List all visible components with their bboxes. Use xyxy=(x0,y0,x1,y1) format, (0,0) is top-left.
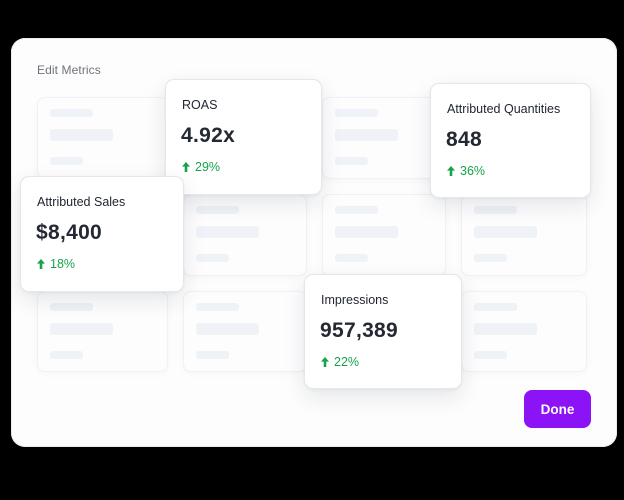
metric-label: Attributed Quantities xyxy=(447,102,561,116)
placeholder-line xyxy=(50,323,113,335)
metric-label: Impressions xyxy=(321,293,389,307)
metric-value: 848 xyxy=(446,128,482,151)
metric-card-attributed-quantities[interactable]: Attributed Quantities 848 36% xyxy=(430,83,591,198)
placeholder-line xyxy=(50,109,93,117)
placeholder-card[interactable] xyxy=(461,291,587,372)
placeholder-line xyxy=(196,254,229,262)
placeholder-line xyxy=(196,226,259,238)
metric-value: 4.92x xyxy=(181,124,236,147)
placeholder-line xyxy=(335,109,378,117)
placeholder-line xyxy=(335,129,398,141)
metric-change: 36% xyxy=(447,164,485,178)
placeholder-line xyxy=(196,206,239,214)
done-button[interactable]: Done xyxy=(524,390,591,428)
arrow-up-icon xyxy=(182,162,190,172)
arrow-up-icon xyxy=(37,259,45,269)
metric-change: 29% xyxy=(182,160,220,174)
placeholder-line xyxy=(474,351,507,359)
placeholder-card[interactable] xyxy=(461,194,587,276)
placeholder-line xyxy=(50,157,83,165)
placeholder-card[interactable] xyxy=(322,97,446,179)
arrow-up-icon xyxy=(447,166,455,176)
placeholder-line xyxy=(474,254,507,262)
metric-label: ROAS xyxy=(182,98,218,112)
metric-change-value: 18% xyxy=(50,257,76,271)
metric-card-impressions[interactable]: Impressions 957,389 22% xyxy=(304,274,462,389)
metric-change-value: 22% xyxy=(334,355,360,369)
metric-value: $8,400 xyxy=(36,221,103,244)
placeholder-line xyxy=(196,351,229,359)
placeholder-card[interactable] xyxy=(322,194,446,276)
placeholder-line xyxy=(50,129,113,141)
metric-value: 957,389 xyxy=(320,319,399,342)
placeholder-line xyxy=(335,206,378,214)
placeholder-card[interactable] xyxy=(37,97,168,179)
placeholder-line xyxy=(50,303,93,311)
placeholder-line xyxy=(335,157,368,165)
placeholder-line xyxy=(474,206,517,214)
placeholder-line xyxy=(335,226,398,238)
panel-title: Edit Metrics xyxy=(37,63,101,77)
arrow-up-icon xyxy=(321,357,329,367)
metric-change: 22% xyxy=(321,355,359,369)
metric-card-roas[interactable]: ROAS 4.92x 29% xyxy=(165,79,322,195)
placeholder-line xyxy=(474,226,537,238)
placeholder-line xyxy=(196,323,259,335)
placeholder-line xyxy=(474,303,517,311)
placeholder-card[interactable] xyxy=(37,291,168,372)
placeholder-line xyxy=(50,351,83,359)
placeholder-card[interactable] xyxy=(183,194,307,276)
metric-change: 18% xyxy=(37,257,75,271)
metric-label: Attributed Sales xyxy=(37,195,126,209)
placeholder-line xyxy=(335,254,368,262)
metric-change-value: 36% xyxy=(460,164,486,178)
placeholder-line xyxy=(196,303,239,311)
metric-card-attributed-sales[interactable]: Attributed Sales $8,400 18% xyxy=(20,176,184,292)
placeholder-card[interactable] xyxy=(183,291,307,372)
placeholder-line xyxy=(474,323,537,335)
metric-change-value: 29% xyxy=(195,160,221,174)
